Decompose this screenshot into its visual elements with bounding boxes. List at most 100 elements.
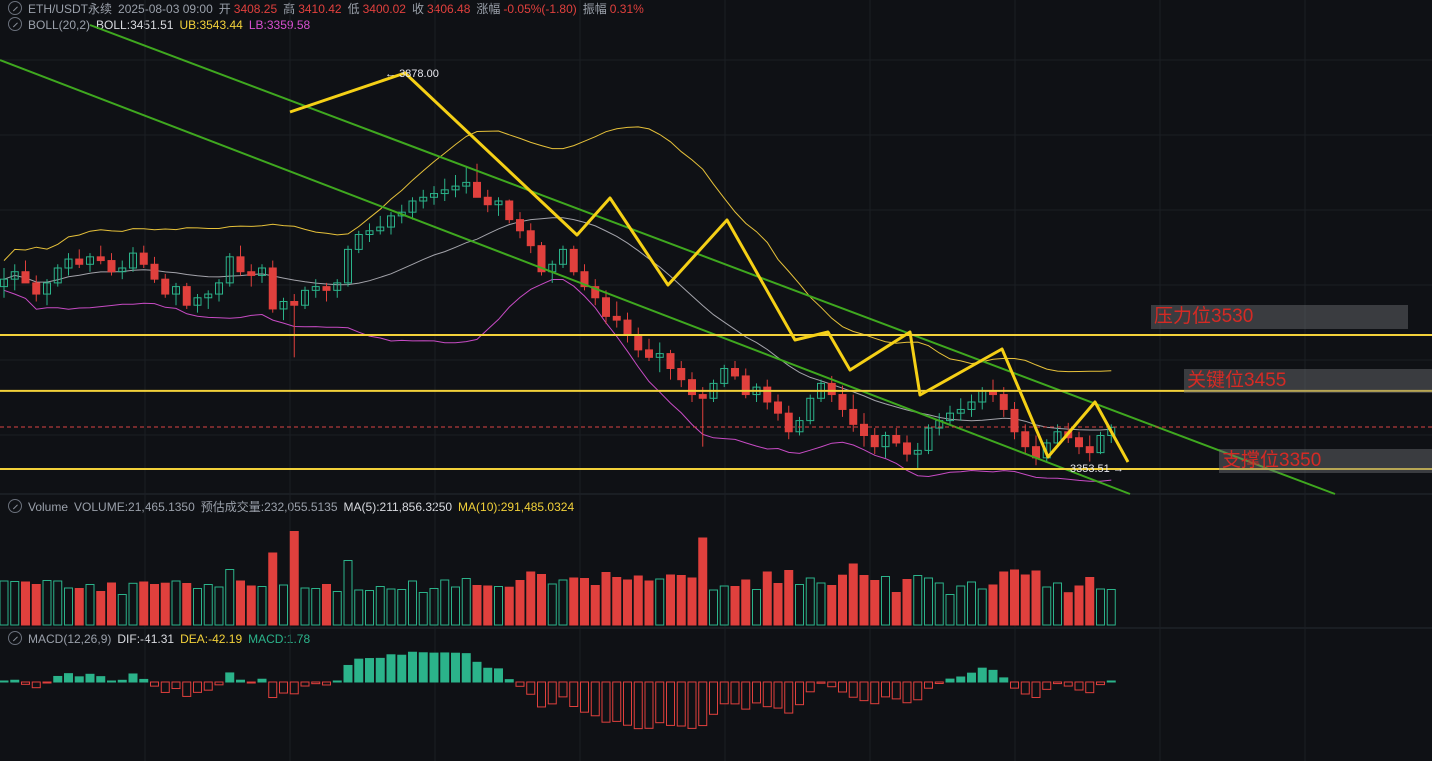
macd-name: MACD(12,26,9): [28, 632, 112, 646]
volume-bar: [795, 584, 804, 626]
candle-body: [860, 423, 868, 437]
candle-body: [591, 286, 600, 299]
candle-body: [1042, 442, 1051, 459]
macd-bar: [139, 678, 149, 683]
macd-bar: [537, 681, 546, 708]
candle-body: [537, 245, 546, 273]
macd-bar: [214, 681, 224, 686]
volume-bar: [612, 577, 622, 626]
volume-bar: [10, 581, 20, 626]
macd-bar: [644, 681, 654, 729]
macd-bar: [461, 653, 471, 683]
volume-bar: [332, 591, 342, 626]
candle-body: [247, 271, 256, 276]
candle-body: [64, 258, 73, 269]
volume-bar: [569, 577, 579, 626]
volume-bar: [354, 589, 364, 626]
chevron-down-icon[interactable]: [8, 499, 22, 513]
macd-bar: [1074, 681, 1084, 691]
candle-body: [473, 181, 481, 198]
volume-bar: [117, 594, 127, 626]
symbol: ETH/USDT永续: [28, 2, 113, 16]
macd-bar: [913, 681, 923, 701]
candle-body: [784, 412, 793, 433]
candle-body: [774, 401, 782, 414]
bell-icon[interactable]: [8, 631, 22, 645]
macd-bar: [451, 652, 460, 683]
volume-bar: [913, 575, 923, 626]
macd-bar: [42, 681, 52, 684]
volume-bar: [676, 575, 686, 626]
macd-bar: [193, 681, 202, 693]
volume-bar: [64, 587, 73, 626]
volume-bar: [848, 563, 858, 626]
macd-bar: [881, 681, 890, 698]
candle-body: [193, 297, 202, 306]
volume-bar: [21, 581, 30, 626]
candle-body: [96, 256, 105, 262]
volume-bar: [440, 579, 450, 626]
volume-bar: [214, 586, 224, 626]
candle-body: [161, 278, 170, 295]
boll-lb: LB:3359.58: [248, 18, 311, 32]
macd-bar: [719, 681, 729, 705]
macd-bar: [526, 681, 536, 695]
boll-info-bar: BOLL(20,2) BOLL:3451.51 UB:3543.44 LB:3359.…: [8, 17, 316, 32]
macd-bar: [85, 673, 95, 683]
candle-body: [268, 267, 277, 310]
candle-body: [1107, 426, 1116, 436]
open-label: 开: [218, 2, 231, 16]
candle-body: [483, 196, 492, 206]
macd-bar: [805, 681, 815, 693]
macd-bar: [709, 681, 718, 715]
macd-bar: [547, 681, 557, 705]
macd-bar: [1096, 681, 1105, 686]
candle-body: [580, 271, 589, 288]
candle-body: [139, 252, 148, 265]
volume-bar: [698, 537, 708, 626]
volume-bar: [719, 585, 729, 626]
volume-bar: [1042, 586, 1052, 626]
candle-body: [150, 263, 159, 280]
high-value: 3410.42: [298, 2, 342, 16]
candle-body: [10, 271, 19, 280]
macd-bar: [289, 681, 299, 695]
macd-bar: [160, 681, 170, 693]
macd-bar: [311, 681, 321, 685]
macd-bar: [354, 658, 364, 683]
volume-bar: [1096, 588, 1105, 626]
support-label: 支撑位3350: [1219, 449, 1432, 473]
macd-bar: [494, 668, 503, 683]
price-info-bar: ETH/USDT永续 2025-08-03 09:00 开 3408.25 高 3410.…: [8, 0, 650, 17]
macd-bar: [225, 672, 235, 683]
candle-body: [795, 420, 804, 433]
boll-name: BOLL(20,2): [28, 18, 91, 32]
volume-bar: [85, 584, 95, 626]
candle-body: [0, 278, 8, 288]
macd-bar: [64, 673, 73, 683]
macd-bar: [902, 681, 912, 704]
candle-body: [344, 248, 352, 284]
macd-bar: [74, 676, 84, 683]
macd-bar: [988, 669, 998, 683]
eye-icon[interactable]: [8, 17, 22, 31]
macd-bar: [429, 652, 439, 683]
macd-info-bar: MACD(12,26,9) DIF:-41.31 DEA:-42.19 MACD:1.…: [8, 631, 316, 646]
volume-bar: [203, 584, 213, 626]
eye-icon[interactable]: [8, 1, 22, 15]
low-marker-label: 3353.51 →: [1070, 463, 1124, 475]
macd-bar: [268, 681, 278, 699]
volume-bar: [236, 580, 245, 626]
volume-bar: [160, 582, 170, 626]
macd-bar: [1020, 681, 1030, 695]
candle-body: [225, 256, 234, 284]
macd-bar: [1085, 681, 1095, 694]
candle-body: [118, 267, 127, 273]
candle-body: [967, 401, 976, 410]
volume-bar: [773, 583, 783, 626]
resistance-label: 压力位3530: [1151, 305, 1408, 329]
macd-bar: [279, 681, 288, 694]
volume-bar: [461, 578, 471, 626]
macd-bar: [246, 681, 256, 684]
